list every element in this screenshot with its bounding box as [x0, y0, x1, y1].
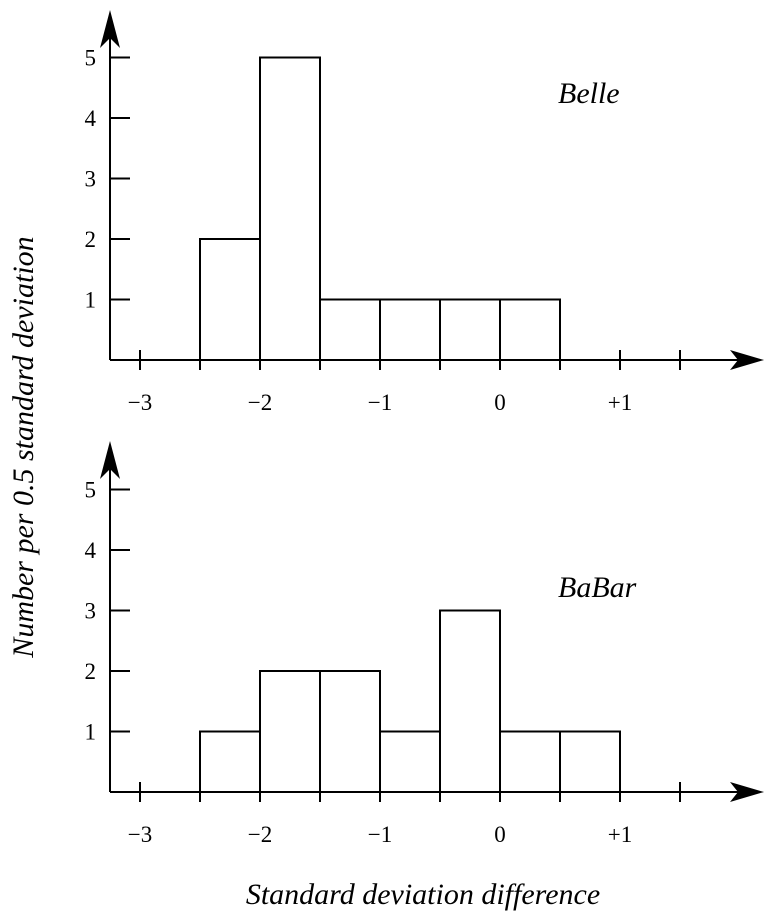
babar-x-tick-label: −2 [248, 822, 272, 847]
belle-y-tick-label: 3 [85, 167, 97, 192]
babar-x-axis-arrow [730, 782, 764, 802]
babar-x-tick-label: −3 [128, 822, 152, 847]
belle-y-axis-arrow [100, 10, 120, 48]
babar-histogram-outline [199, 609, 621, 792]
babar-panel-label: BaBar [558, 571, 637, 604]
belle-x-tick-label: 0 [494, 390, 506, 415]
belle-x-tick-label: −3 [128, 390, 152, 415]
babar-y-axis-arrow [100, 441, 120, 479]
belle-x-tick-label: −1 [368, 390, 392, 415]
belle-y-tick-label: 2 [85, 227, 97, 252]
babar-y-tick-label: 1 [85, 720, 97, 745]
babar-x-tick-label: −1 [368, 822, 392, 847]
babar-x-tick-label: +1 [608, 822, 632, 847]
babar-y-tick-label: 3 [85, 599, 97, 624]
belle-panel-label: Belle [558, 77, 620, 110]
belle-x-tick-label: −2 [248, 390, 272, 415]
babar-y-tick-label: 5 [85, 478, 97, 503]
belle-y-tick-label: 1 [85, 288, 97, 313]
belle-x-axis-arrow [730, 350, 764, 370]
babar-y-tick-label: 4 [85, 538, 97, 563]
y-axis-title: Number per 0.5 standard deviation [7, 236, 40, 658]
belle-x-tick-label: +1 [608, 390, 632, 415]
babar-y-tick-label: 2 [85, 659, 97, 684]
babar-x-tick-label: 0 [494, 822, 506, 847]
x-axis-title: Standard deviation difference [246, 878, 600, 911]
belle-y-tick-label: 4 [85, 106, 97, 131]
belle-y-tick-label: 5 [85, 46, 97, 71]
